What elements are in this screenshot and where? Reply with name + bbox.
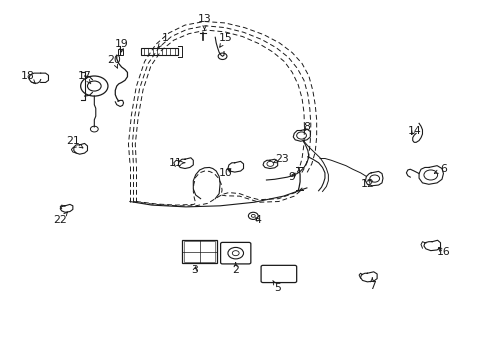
FancyBboxPatch shape	[261, 265, 296, 283]
Text: 20: 20	[107, 55, 121, 68]
Text: 11: 11	[168, 158, 184, 168]
Text: 14: 14	[407, 126, 420, 135]
Text: 19: 19	[115, 39, 128, 52]
Text: 15: 15	[219, 33, 232, 47]
Bar	[183, 241, 215, 262]
Bar	[182, 240, 217, 263]
Text: 9: 9	[288, 172, 295, 182]
Text: 7: 7	[368, 278, 375, 291]
Bar	[141, 48, 177, 55]
Text: 12: 12	[360, 179, 373, 189]
FancyBboxPatch shape	[220, 242, 250, 264]
Text: 13: 13	[197, 14, 211, 30]
Text: 1: 1	[157, 33, 168, 48]
Text: 10: 10	[219, 168, 232, 178]
Text: 2: 2	[232, 262, 239, 275]
Text: 4: 4	[254, 215, 261, 225]
Text: 5: 5	[272, 280, 281, 293]
Text: 23: 23	[272, 154, 289, 164]
Text: 16: 16	[436, 247, 449, 257]
Text: 17: 17	[78, 71, 91, 84]
Bar	[118, 49, 122, 55]
Text: 3: 3	[191, 265, 198, 275]
Text: 21: 21	[66, 136, 82, 148]
Text: 22: 22	[53, 212, 67, 225]
Text: 18: 18	[20, 71, 36, 84]
Text: 8: 8	[303, 122, 310, 132]
Text: 6: 6	[433, 164, 446, 174]
